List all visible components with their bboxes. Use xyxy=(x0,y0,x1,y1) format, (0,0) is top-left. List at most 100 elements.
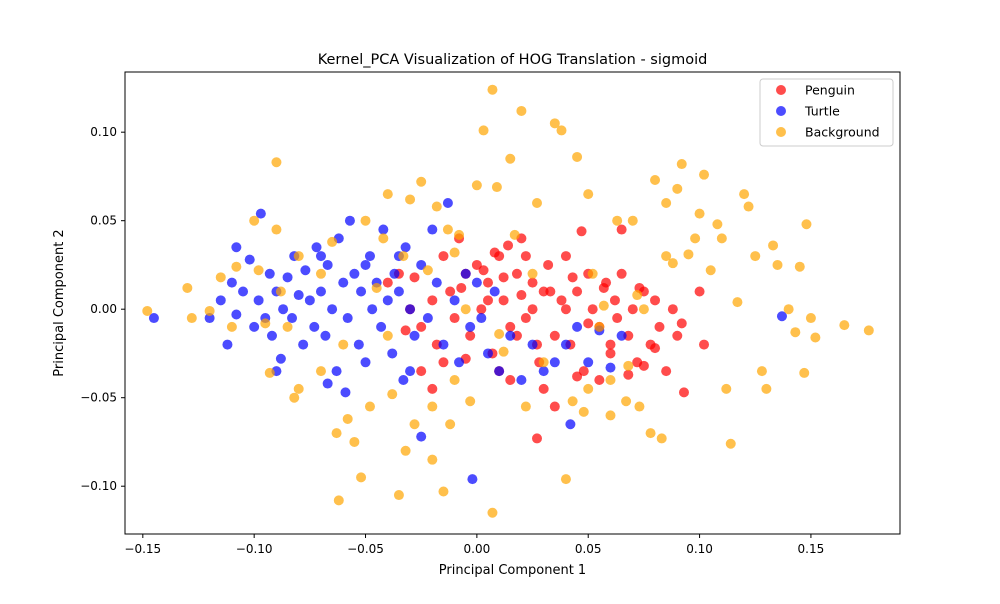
point-turtle xyxy=(583,357,594,368)
point-background xyxy=(465,396,476,407)
point-background xyxy=(531,197,542,208)
point-turtle xyxy=(264,268,275,279)
point-turtle xyxy=(549,357,560,368)
point-turtle xyxy=(360,357,371,368)
point-background xyxy=(442,224,453,235)
point-penguin xyxy=(676,318,687,329)
point-background xyxy=(661,251,672,262)
point-penguin xyxy=(694,286,705,297)
legend-label-turtle: Turtle xyxy=(804,104,840,119)
point-turtle xyxy=(409,330,420,341)
point-turtle xyxy=(393,286,404,297)
x-tick-label: 0.10 xyxy=(686,542,713,556)
point-turtle xyxy=(449,295,460,306)
point-background xyxy=(393,490,404,501)
point-background xyxy=(275,286,286,297)
point-turtle xyxy=(538,366,549,377)
point-penguin xyxy=(623,369,634,380)
point-background xyxy=(750,251,761,262)
point-turtle xyxy=(293,290,304,301)
point-background xyxy=(333,495,344,506)
point-background xyxy=(364,401,375,412)
point-background xyxy=(478,125,489,136)
point-penguin xyxy=(505,321,516,332)
point-background xyxy=(716,233,727,244)
point-turtle xyxy=(356,286,367,297)
point-penguin xyxy=(605,348,616,359)
point-penguin xyxy=(627,304,638,315)
point-background xyxy=(349,436,360,447)
point-turtle xyxy=(460,268,471,279)
y-tick-label: 0.00 xyxy=(90,302,117,316)
point-penguin xyxy=(471,259,482,270)
point-background xyxy=(794,261,805,272)
point-background xyxy=(694,208,705,219)
point-penguin xyxy=(511,268,522,279)
point-penguin xyxy=(409,272,420,283)
point-penguin xyxy=(605,339,616,350)
point-turtle xyxy=(389,268,400,279)
point-turtle xyxy=(616,330,627,341)
point-background xyxy=(438,486,449,497)
point-background xyxy=(315,268,326,279)
point-turtle xyxy=(398,375,409,385)
point-background xyxy=(338,339,349,350)
point-penguin xyxy=(616,268,627,279)
point-turtle xyxy=(376,321,387,332)
point-background xyxy=(583,383,594,394)
point-penguin xyxy=(483,295,494,306)
legend-box xyxy=(759,78,894,147)
point-turtle xyxy=(467,474,478,485)
point-background xyxy=(204,305,215,316)
point-background xyxy=(186,313,197,324)
point-turtle xyxy=(298,339,309,350)
y-tick-label: −0.10 xyxy=(80,479,117,493)
chart-title: Kernel_PCA Visualization of HOG Translat… xyxy=(318,52,708,68)
point-turtle xyxy=(353,339,364,350)
point-background xyxy=(712,219,723,230)
point-penguin xyxy=(427,295,438,306)
point-background xyxy=(249,215,260,226)
point-background xyxy=(293,251,304,262)
point-penguin xyxy=(616,224,627,235)
point-penguin xyxy=(400,325,411,336)
point-background xyxy=(810,332,821,343)
point-turtle xyxy=(422,313,433,324)
point-penguin xyxy=(483,277,494,288)
point-background xyxy=(371,282,382,293)
point-penguin xyxy=(427,383,438,394)
point-penguin xyxy=(538,383,549,394)
y-tick-label: −0.05 xyxy=(80,391,117,405)
point-penguin xyxy=(520,313,531,324)
point-background xyxy=(638,304,649,315)
point-penguin xyxy=(572,286,583,297)
point-background xyxy=(598,300,609,311)
point-penguin xyxy=(416,366,427,377)
point-background xyxy=(768,240,779,251)
point-background xyxy=(661,197,672,208)
point-background xyxy=(264,367,275,378)
point-background xyxy=(231,261,242,272)
point-background xyxy=(623,360,634,371)
point-background xyxy=(509,229,520,240)
point-turtle xyxy=(338,277,349,288)
point-penguin xyxy=(598,282,609,293)
point-penguin xyxy=(505,375,516,385)
point-background xyxy=(527,268,538,279)
point-turtle xyxy=(320,330,331,341)
point-turtle xyxy=(378,224,389,235)
point-turtle xyxy=(275,353,286,364)
point-background xyxy=(253,265,264,276)
point-background xyxy=(416,176,427,187)
point-background xyxy=(398,251,409,262)
point-background xyxy=(756,366,767,377)
point-penguin xyxy=(667,304,678,315)
point-turtle xyxy=(278,304,289,315)
point-background xyxy=(289,392,300,403)
y-tick-label: 0.05 xyxy=(90,214,117,228)
series-turtle xyxy=(148,197,787,485)
point-background xyxy=(839,320,850,331)
point-turtle xyxy=(572,321,583,332)
y-tick-label: 0.10 xyxy=(90,125,117,139)
point-penguin xyxy=(543,259,554,270)
